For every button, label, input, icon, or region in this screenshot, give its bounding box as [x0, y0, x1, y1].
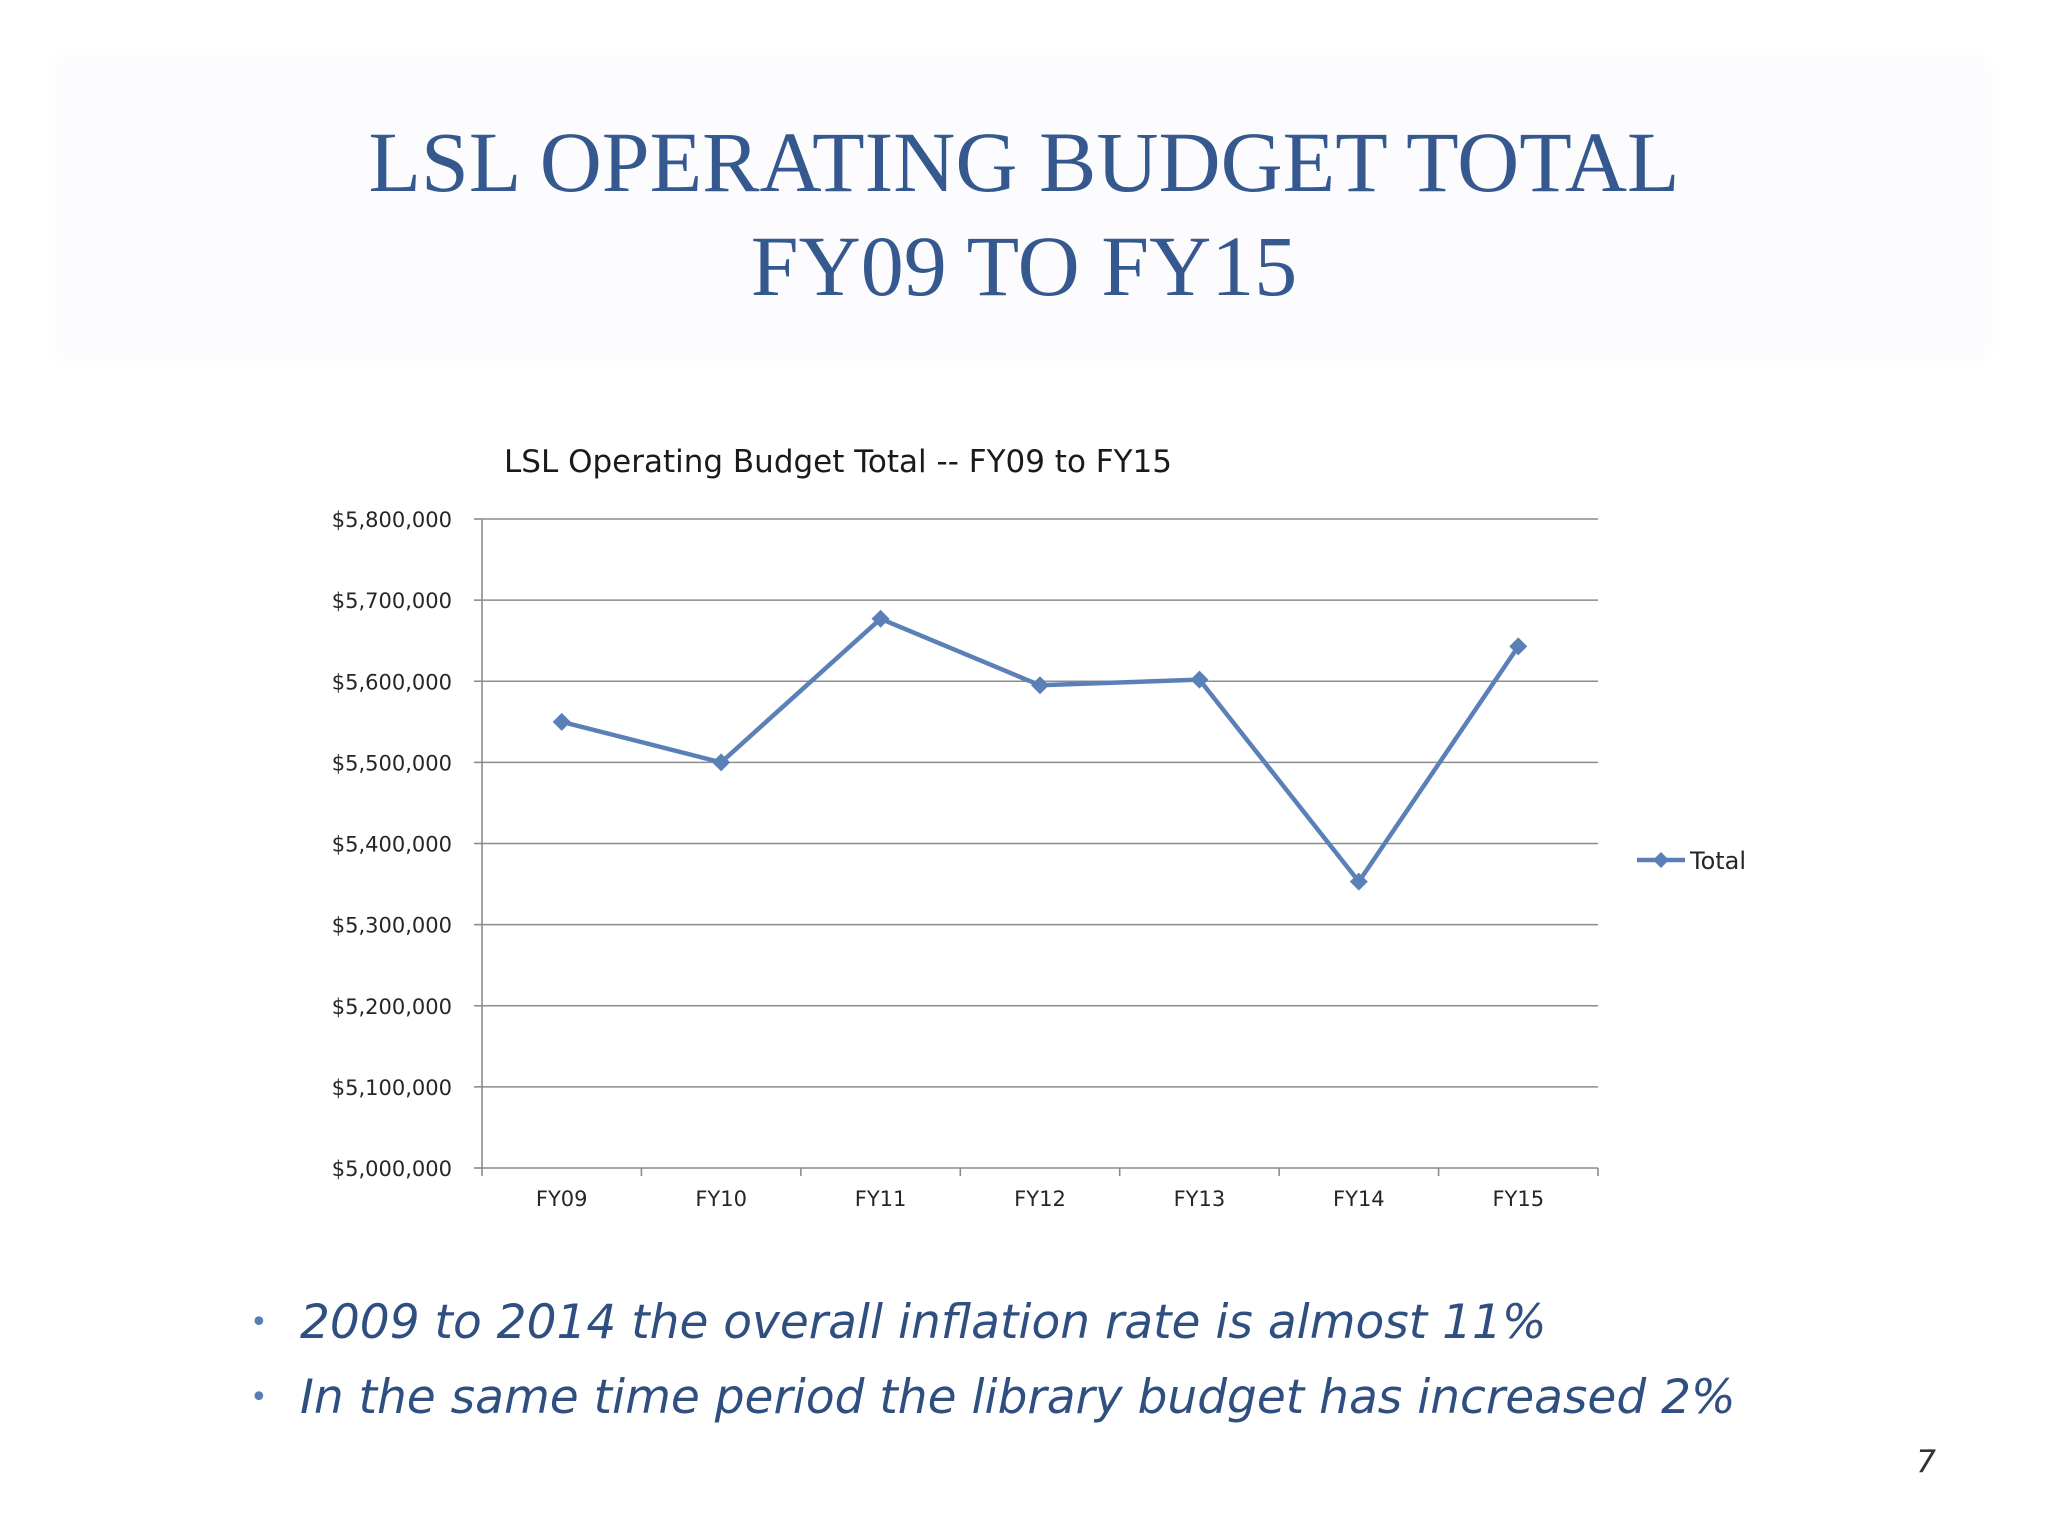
data-point — [1349, 872, 1368, 891]
data-point — [1190, 670, 1209, 689]
bullet-dot-icon: • — [250, 1305, 268, 1340]
y-tick-label: $5,300,000 — [332, 914, 452, 938]
x-tick-label: FY14 — [1333, 1187, 1385, 1211]
bullet-list: • 2009 to 2014 the overall inflation rate… — [250, 1285, 1736, 1435]
axes — [474, 518, 1599, 1176]
series-line — [561, 616, 1521, 884]
legend: Total — [1637, 847, 1746, 875]
y-tick-label: $5,400,000 — [332, 833, 452, 857]
y-tick-label: $5,600,000 — [332, 670, 452, 694]
legend-label: Total — [1689, 847, 1746, 875]
y-tick-labels: $5,000,000 $5,100,000 $5,200,000 $5,300,000… — [332, 508, 452, 1181]
title-box — [66, 66, 1981, 350]
line-chart: LSL Operating Budget Total -- FY09 to FY… — [332, 444, 1746, 1211]
chart-title: LSL Operating Budget Total -- FY09 to FY… — [504, 444, 1172, 480]
x-tick-label: FY11 — [855, 1187, 907, 1211]
data-point — [552, 712, 571, 731]
y-tick-label: $5,800,000 — [332, 508, 452, 532]
bullet-item: • 2009 to 2014 the overall inflation rate… — [250, 1285, 1736, 1360]
y-tick-label: $5,100,000 — [332, 1076, 452, 1100]
y-tick-label: $5,000,000 — [332, 1157, 452, 1181]
data-point — [712, 753, 731, 772]
y-tick-label: $5,200,000 — [332, 995, 452, 1019]
slide-title-line-1: LSL OPERATING BUDGET TOTAL — [368, 114, 1680, 210]
x-tick-labels: FY09 FY10 FY11 FY12 FY13 FY14 FY15 — [536, 1187, 1544, 1211]
bullet-text: In the same time period the library budg… — [300, 1370, 1736, 1425]
bullet-text: 2009 to 2014 the overall inflation rate … — [300, 1295, 1547, 1350]
x-tick-label: FY12 — [1014, 1187, 1066, 1211]
bullet-item: • In the same time period the library bud… — [250, 1360, 1736, 1435]
data-point — [871, 609, 890, 628]
series-group — [552, 609, 1528, 891]
x-tick-label: FY15 — [1492, 1187, 1544, 1211]
data-point — [1031, 676, 1049, 695]
bullet-dot-icon: • — [250, 1380, 268, 1415]
slide-title-line-2: FY09 TO FY15 — [750, 218, 1298, 314]
gridlines — [482, 518, 1598, 1088]
data-point — [1509, 637, 1528, 656]
y-tick-label: $5,500,000 — [332, 751, 452, 775]
page-number: 7 — [1916, 1444, 1936, 1480]
x-tick-label: FY10 — [695, 1187, 747, 1211]
x-tick-label: FY13 — [1174, 1187, 1226, 1211]
legend-marker-icon — [1653, 852, 1669, 868]
y-tick-label: $5,700,000 — [332, 589, 452, 613]
x-tick-label: FY09 — [536, 1187, 588, 1211]
